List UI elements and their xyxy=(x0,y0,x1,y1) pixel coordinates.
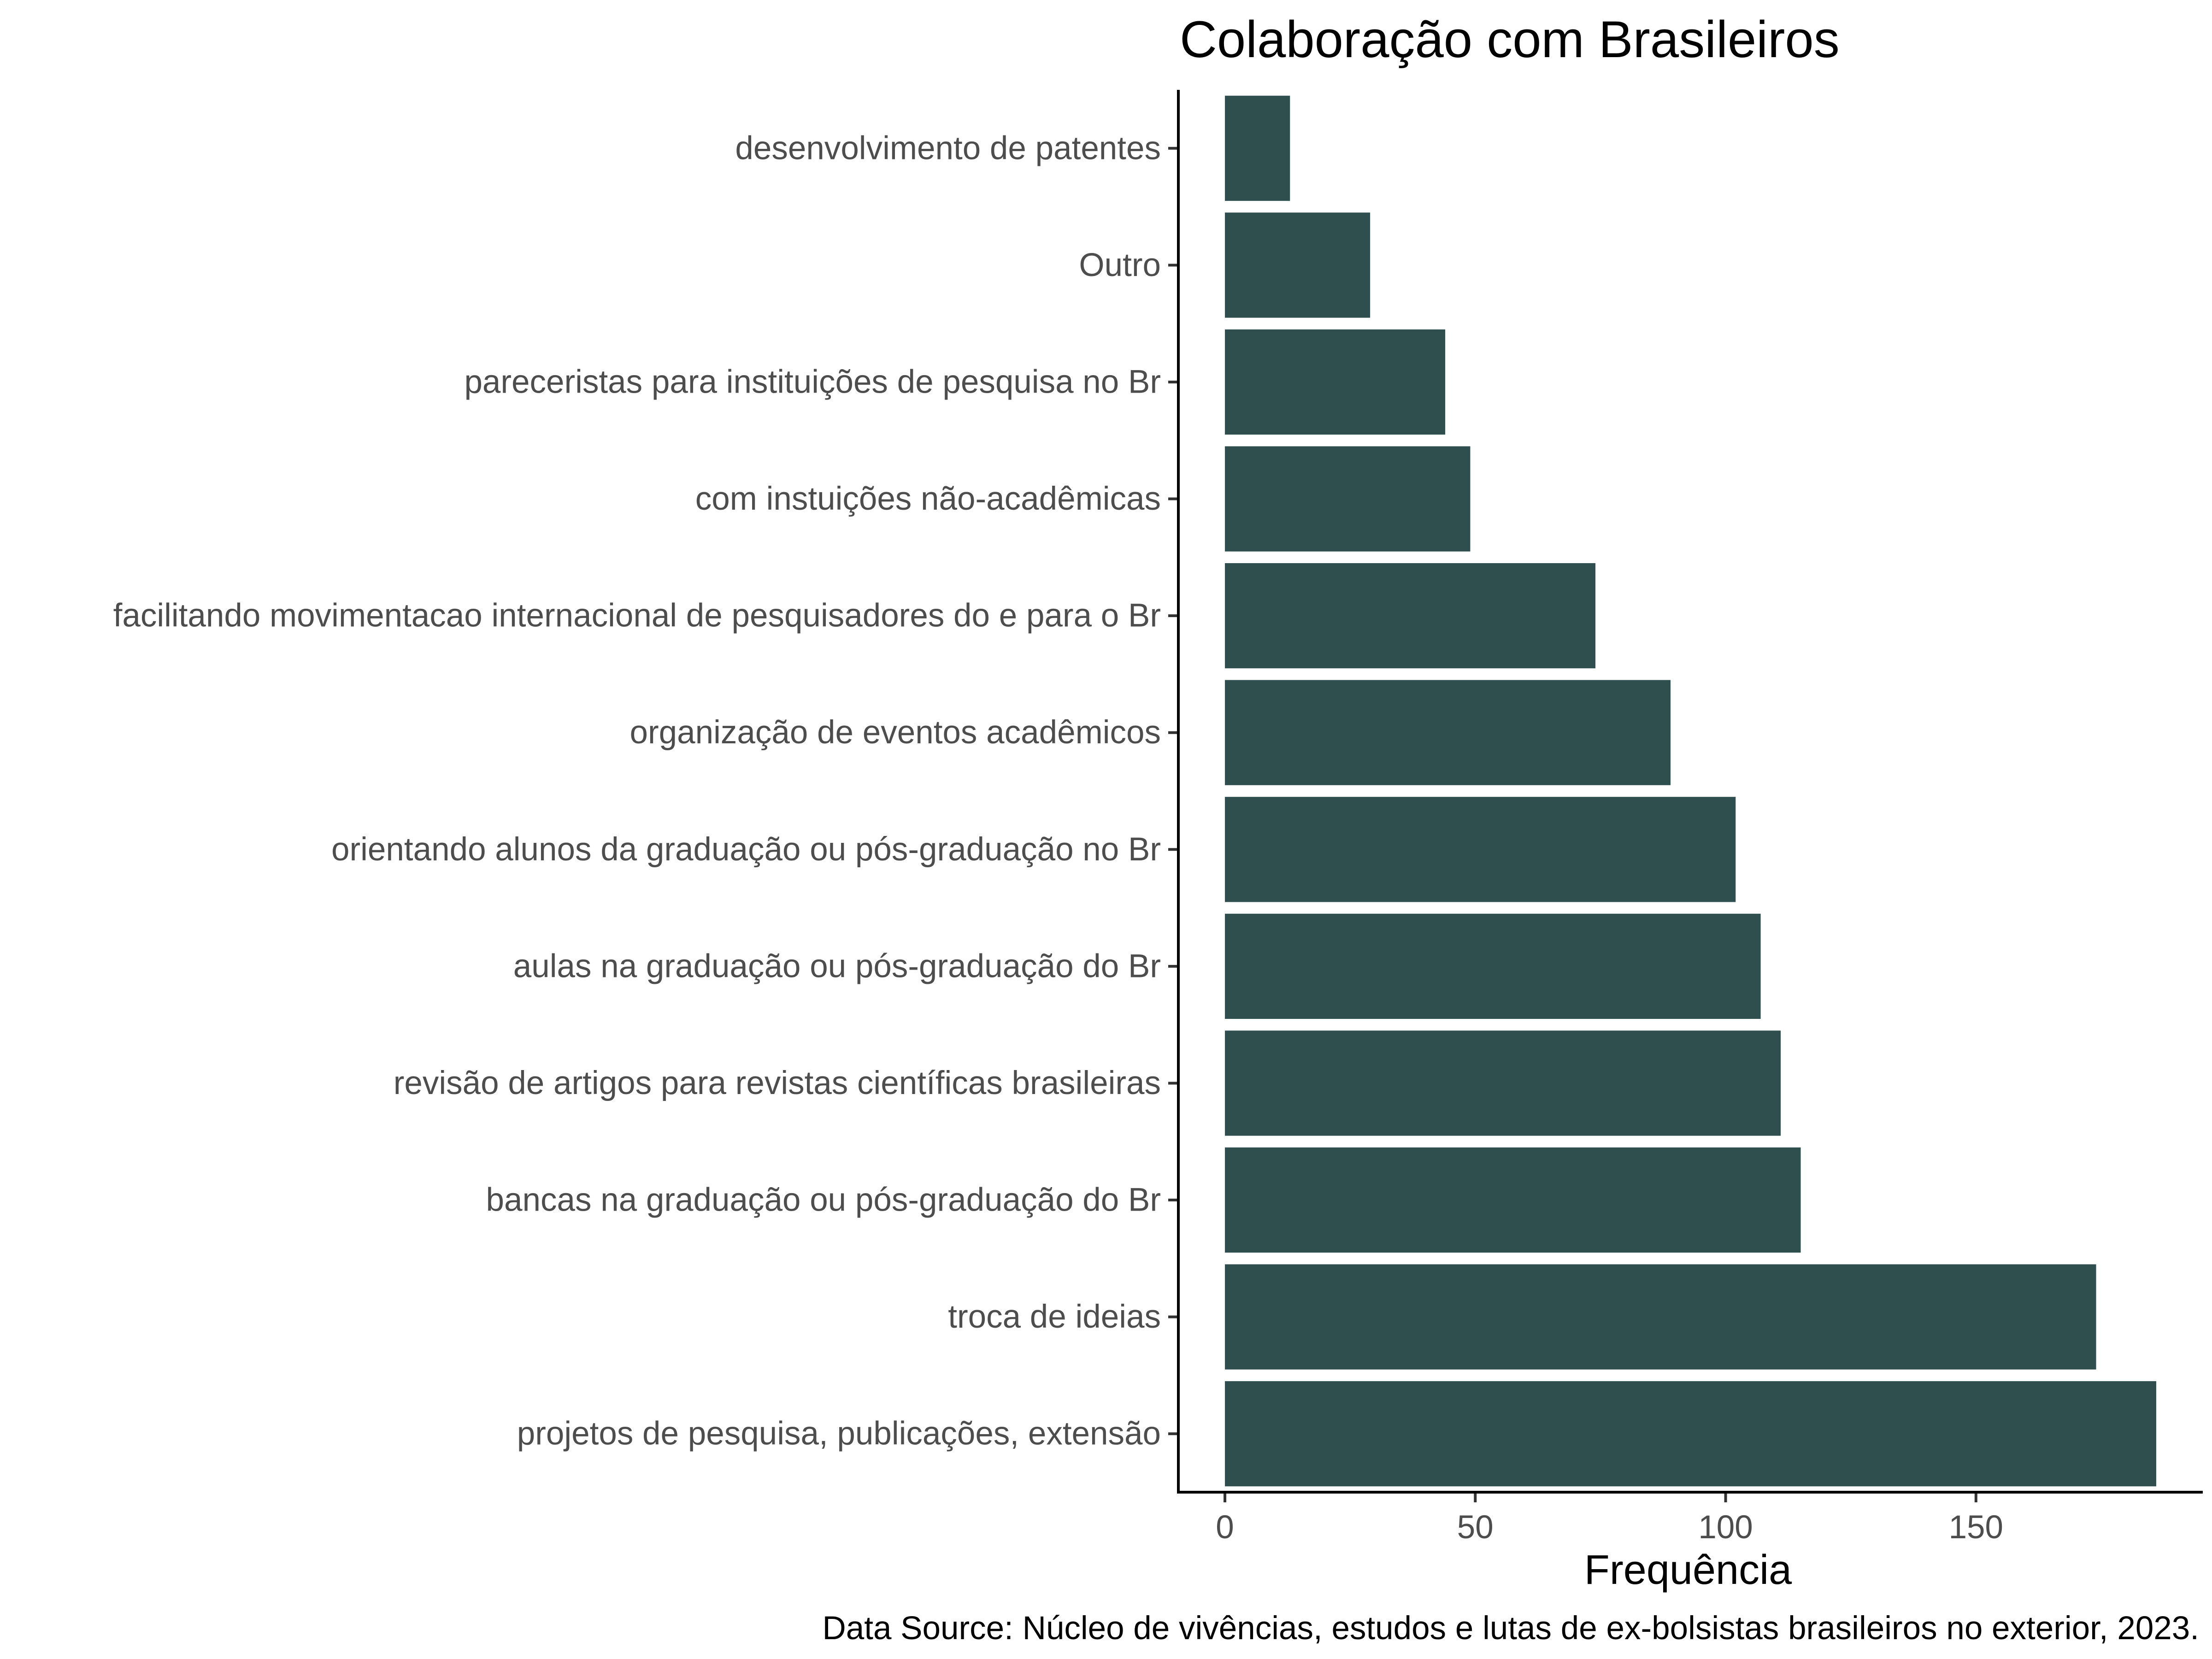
y-tick-label: pareceristas para instituições de pesqui… xyxy=(464,364,1161,400)
bar xyxy=(1225,1147,1801,1253)
bar xyxy=(1225,563,1596,669)
bar xyxy=(1225,1381,2156,1487)
y-tick-label: projetos de pesquisa, publicações, exten… xyxy=(517,1416,1161,1452)
y-axis-ticks: projetos de pesquisa, publicações, exten… xyxy=(113,130,1178,1452)
bar xyxy=(1225,1264,2096,1370)
bars xyxy=(1225,95,2156,1487)
bar xyxy=(1225,913,1761,1019)
bar xyxy=(1225,329,1446,435)
y-tick-label: desenvolvimento de patentes xyxy=(735,130,1161,166)
x-axis-title: Frequência xyxy=(1584,1547,1792,1593)
y-tick-label: organização de eventos acadêmicos xyxy=(629,714,1161,751)
bar xyxy=(1225,212,1371,318)
x-tick-label: 0 xyxy=(1216,1509,1234,1546)
chart-title: Colaboração com Brasileiros xyxy=(1180,11,1840,68)
bar xyxy=(1225,797,1736,902)
y-tick-label: aulas na graduação ou pós-graduação do B… xyxy=(513,948,1161,984)
y-tick-label: bancas na graduação ou pós-graduação do … xyxy=(486,1182,1161,1218)
bar xyxy=(1225,446,1471,552)
x-tick-label: 50 xyxy=(1457,1509,1494,1546)
chart-caption: Data Source: Núcleo de vivências, estudo… xyxy=(822,1610,2199,1647)
y-tick-label: facilitando movimentacao internacional d… xyxy=(113,598,1161,634)
bar xyxy=(1225,95,1290,201)
bar xyxy=(1225,680,1671,785)
y-tick-label: com instuições não-acadêmicas xyxy=(695,481,1161,517)
x-axis-ticks: 0 50 100 150 xyxy=(1216,1492,2003,1546)
y-tick-label: orientando alunos da graduação ou pós-gr… xyxy=(331,831,1161,868)
y-tick-label: Outro xyxy=(1079,247,1161,283)
x-tick-label: 100 xyxy=(1698,1509,1753,1546)
y-tick-label: troca de ideias xyxy=(948,1299,1161,1335)
x-tick-label: 150 xyxy=(1949,1509,2003,1546)
bar xyxy=(1225,1030,1781,1136)
y-tick-label: revisão de artigos para revistas científ… xyxy=(394,1065,1161,1101)
